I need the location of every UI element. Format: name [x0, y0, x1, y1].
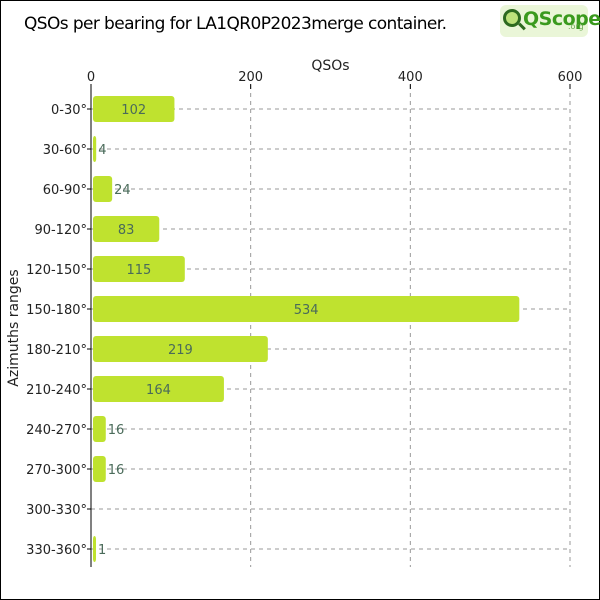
category-layer: 0-30° 30-60° 60-90° 90-120° 120-150° 150-180°… — [26, 103, 91, 558]
category-label: 210-240° — [26, 383, 87, 398]
bar[interactable] — [93, 176, 113, 202]
grid-layer — [91, 85, 571, 567]
category-label: 0-30° — [51, 103, 87, 118]
bar-layer — [93, 96, 520, 562]
category-label: 30-60° — [43, 143, 87, 158]
bar[interactable] — [93, 456, 106, 482]
bar[interactable] — [93, 136, 97, 162]
x-axis-title: QSOs — [311, 58, 349, 74]
data-label: 16 — [108, 463, 125, 478]
data-label: 16 — [108, 423, 125, 438]
data-label: 115 — [126, 263, 151, 278]
category-label: 120-150° — [26, 263, 87, 278]
x-tick-label: 0 — [87, 70, 95, 85]
category-label: 90-120° — [34, 223, 87, 238]
chart-title: QSOs per bearing for LA1QR0P2023merge co… — [24, 14, 447, 34]
bar[interactable] — [93, 376, 224, 402]
magnifier-icon — [503, 9, 521, 27]
data-label: 534 — [294, 303, 319, 318]
data-label: 102 — [121, 103, 146, 118]
x-tick-label: 600 — [558, 70, 583, 85]
category-label: 330-360° — [26, 543, 87, 558]
data-label: 219 — [168, 343, 193, 358]
y-axis-title: Azimuths ranges — [6, 269, 22, 386]
data-label: 1 — [98, 543, 106, 558]
category-label: 150-180° — [26, 303, 87, 318]
data-label: 4 — [98, 143, 106, 158]
bar[interactable] — [93, 216, 160, 242]
category-label: 240-270° — [26, 423, 87, 438]
bar[interactable] — [93, 296, 520, 322]
bar[interactable] — [93, 256, 185, 282]
logo-text: QScope — [523, 8, 600, 30]
category-label: 300-330° — [26, 503, 87, 518]
data-label: 83 — [118, 223, 135, 238]
bar[interactable] — [93, 416, 106, 442]
x-tick-layer: 0 200 400 600 — [87, 70, 583, 89]
bar[interactable] — [93, 336, 268, 362]
x-tick-label: 400 — [398, 70, 423, 85]
category-label: 180-210° — [26, 343, 87, 358]
logo-suffix: .org — [568, 22, 584, 31]
qscope-logo[interactable]: QScope .org — [500, 5, 600, 37]
data-label: 164 — [146, 383, 171, 398]
label-layer: 102 4 24 83 115 534 219 164 16 16 1 — [98, 103, 319, 558]
data-label: 24 — [114, 183, 131, 198]
category-label: 60-90° — [43, 183, 87, 198]
bar[interactable] — [93, 96, 175, 122]
category-label: 270-300° — [26, 463, 87, 478]
bar[interactable] — [93, 536, 96, 562]
x-tick-label: 200 — [238, 70, 263, 85]
